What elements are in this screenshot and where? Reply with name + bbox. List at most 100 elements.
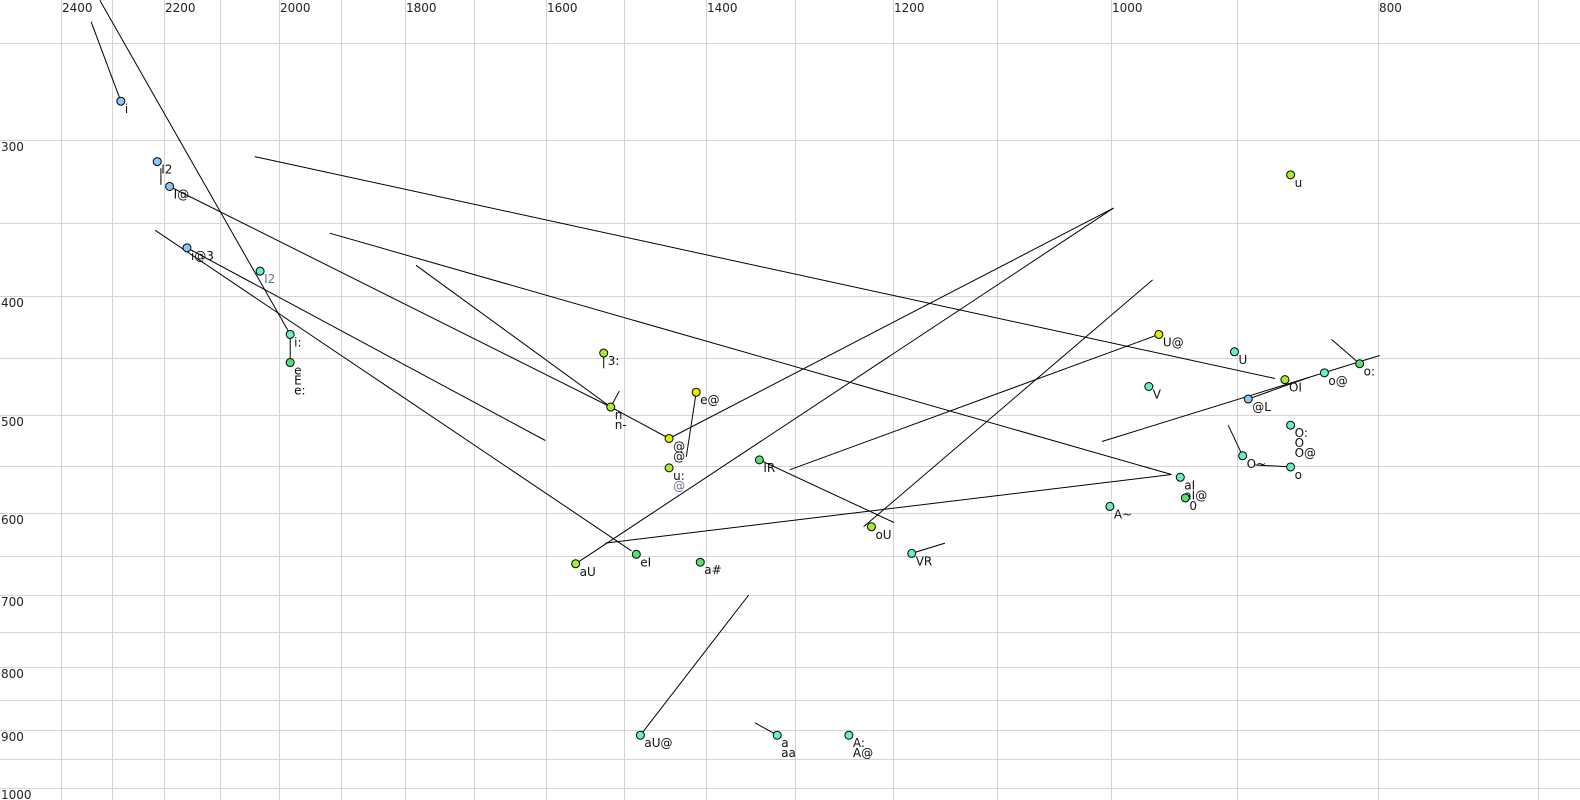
vowel-marker[interactable] [844, 730, 854, 740]
vowel-point-i[interactable]: i [116, 96, 128, 116]
vowel-marker[interactable] [866, 522, 876, 532]
vowel-label: n- [615, 418, 627, 432]
vowel-point-O:[interactable]: O:OO@ [1286, 420, 1316, 460]
vowel-marker[interactable] [1280, 375, 1290, 385]
vowel-marker[interactable] [606, 402, 616, 412]
vowel-label: o: [1364, 365, 1375, 379]
vowel-marker[interactable] [571, 559, 581, 569]
vowel-marker[interactable] [599, 348, 609, 358]
vowel-marker[interactable] [1286, 170, 1296, 180]
vowel-point-U[interactable]: U [1229, 347, 1247, 367]
vowel-marker[interactable] [691, 387, 701, 397]
vowel-marker[interactable] [631, 549, 641, 559]
vowel-label: A@ [853, 746, 873, 760]
vowel-marker[interactable] [1238, 451, 1248, 461]
vowel-point-i:[interactable]: i: [285, 329, 302, 349]
formant-trajectory [169, 186, 1114, 440]
vowel-label: e@ [700, 393, 719, 407]
vowel-point-o:[interactable]: o: [1355, 359, 1375, 379]
vowel-marker[interactable] [664, 463, 674, 473]
vowel-point-OI[interactable]: OI [1280, 375, 1302, 395]
vowel-marker[interactable] [664, 433, 674, 443]
vowel-point-eI[interactable]: eI [631, 549, 651, 569]
vowel-marker[interactable] [1355, 359, 1365, 369]
vowel-point-aU@[interactable]: aU@ [635, 730, 673, 750]
vowel-label: e: [294, 384, 305, 398]
trajectories [90, 0, 1380, 736]
axis-tick-labels: 2400 2200 2000 1800 1600 1400 1200 1000 800 300 40… [1, 1, 1402, 800]
vowel-point-a[interactable]: aaa [772, 730, 796, 760]
vowel-point-O~[interactable]: O~ [1238, 451, 1267, 471]
vowel-point-e@[interactable]: e@ [691, 387, 720, 407]
vowel-marker[interactable] [772, 730, 782, 740]
vowel-marker[interactable] [182, 243, 192, 253]
vowel-point-u:[interactable]: u:@ [664, 463, 685, 493]
formant-trajectory [575, 207, 1114, 565]
vowel-point-0[interactable]: 0 [1180, 493, 1197, 513]
vowel-marker[interactable] [1180, 493, 1190, 503]
vowel-point-I2[interactable]: I2 [152, 157, 172, 177]
vowel-label: o@ [1328, 374, 1347, 388]
vowel-point-I2[interactable]: I2 [255, 266, 275, 286]
vowel-marker[interactable] [255, 266, 265, 276]
formant-trajectory [415, 264, 611, 408]
vowel-marker[interactable] [1319, 368, 1329, 378]
vowel-point-V[interactable]: V [1144, 382, 1162, 402]
vowel-point-U@[interactable]: U@ [1154, 329, 1184, 349]
formant-trajectory [759, 459, 895, 523]
vowel-marker[interactable] [695, 557, 705, 567]
vowel-point-e[interactable]: eEe: [285, 358, 306, 398]
vowel-label: eI [640, 555, 651, 569]
formant-trajectory [90, 21, 122, 102]
vowel-marker[interactable] [1154, 329, 1164, 339]
vowel-point-A~[interactable]: A~ [1105, 501, 1132, 521]
vowel-point-n[interactable]: nn- [606, 402, 627, 432]
vowel-point-IR[interactable]: IR [754, 455, 775, 475]
vowel-label: i [125, 102, 128, 116]
vowel-label: O: [1295, 426, 1308, 440]
vowel-point-I@[interactable]: I@ [165, 181, 190, 201]
vowel-point-@L[interactable]: @L [1243, 394, 1271, 414]
vowel-marker[interactable] [285, 358, 295, 368]
vowel-label: u [1295, 176, 1303, 190]
vowel-label: A: [853, 736, 865, 750]
vowel-marker[interactable] [1286, 420, 1296, 430]
vowel-point-VR[interactable]: VR [907, 548, 933, 568]
vowel-point-3:[interactable]: 3: [599, 348, 620, 368]
vowel-point-a#[interactable]: a# [695, 557, 722, 577]
x-tick-label: 800 [1379, 1, 1402, 15]
vowel-marker[interactable] [1105, 501, 1115, 511]
vowel-marker[interactable] [1243, 394, 1253, 404]
vowel-marker[interactable] [152, 157, 162, 167]
vowel-marker[interactable] [1286, 462, 1296, 472]
vowel-marker[interactable] [285, 329, 295, 339]
vowel-label: e [294, 364, 301, 378]
vowel-point-u[interactable]: u [1286, 170, 1303, 190]
vowel-point-o@[interactable]: o@ [1319, 368, 1348, 388]
vowel-point-aU[interactable]: aU [571, 559, 596, 579]
vowel-label: U [1238, 353, 1247, 367]
vowel-marker[interactable] [165, 181, 175, 191]
formant-trajectory [1255, 464, 1291, 468]
vowel-point-@[interactable]: @@ [664, 433, 685, 463]
vowel-label: A~ [1114, 507, 1132, 521]
y-tick-label: 300 [1, 140, 24, 154]
vowel-label: I@ [174, 187, 190, 201]
vowel-point-oU[interactable]: oU [866, 522, 892, 542]
vowel-marker[interactable] [116, 96, 126, 106]
vowel-label: a [781, 736, 788, 750]
formant-trajectory [154, 229, 632, 552]
vowel-marker[interactable] [635, 730, 645, 740]
vowel-marker[interactable] [907, 548, 917, 558]
vowel-point-i@3[interactable]: i@3 [182, 243, 214, 263]
vowel-label: O [1295, 436, 1304, 450]
vowel-label: aa [781, 746, 796, 760]
vowel-marker[interactable] [1175, 472, 1185, 482]
vowel-marker[interactable] [1229, 347, 1239, 357]
vowel-label: @ [673, 449, 685, 463]
vowel-marker[interactable] [754, 455, 764, 465]
vowel-marker[interactable] [1144, 382, 1154, 391]
vowel-point-o[interactable]: o [1286, 462, 1302, 482]
vowel-point-A:[interactable]: A:A@ [844, 730, 873, 760]
